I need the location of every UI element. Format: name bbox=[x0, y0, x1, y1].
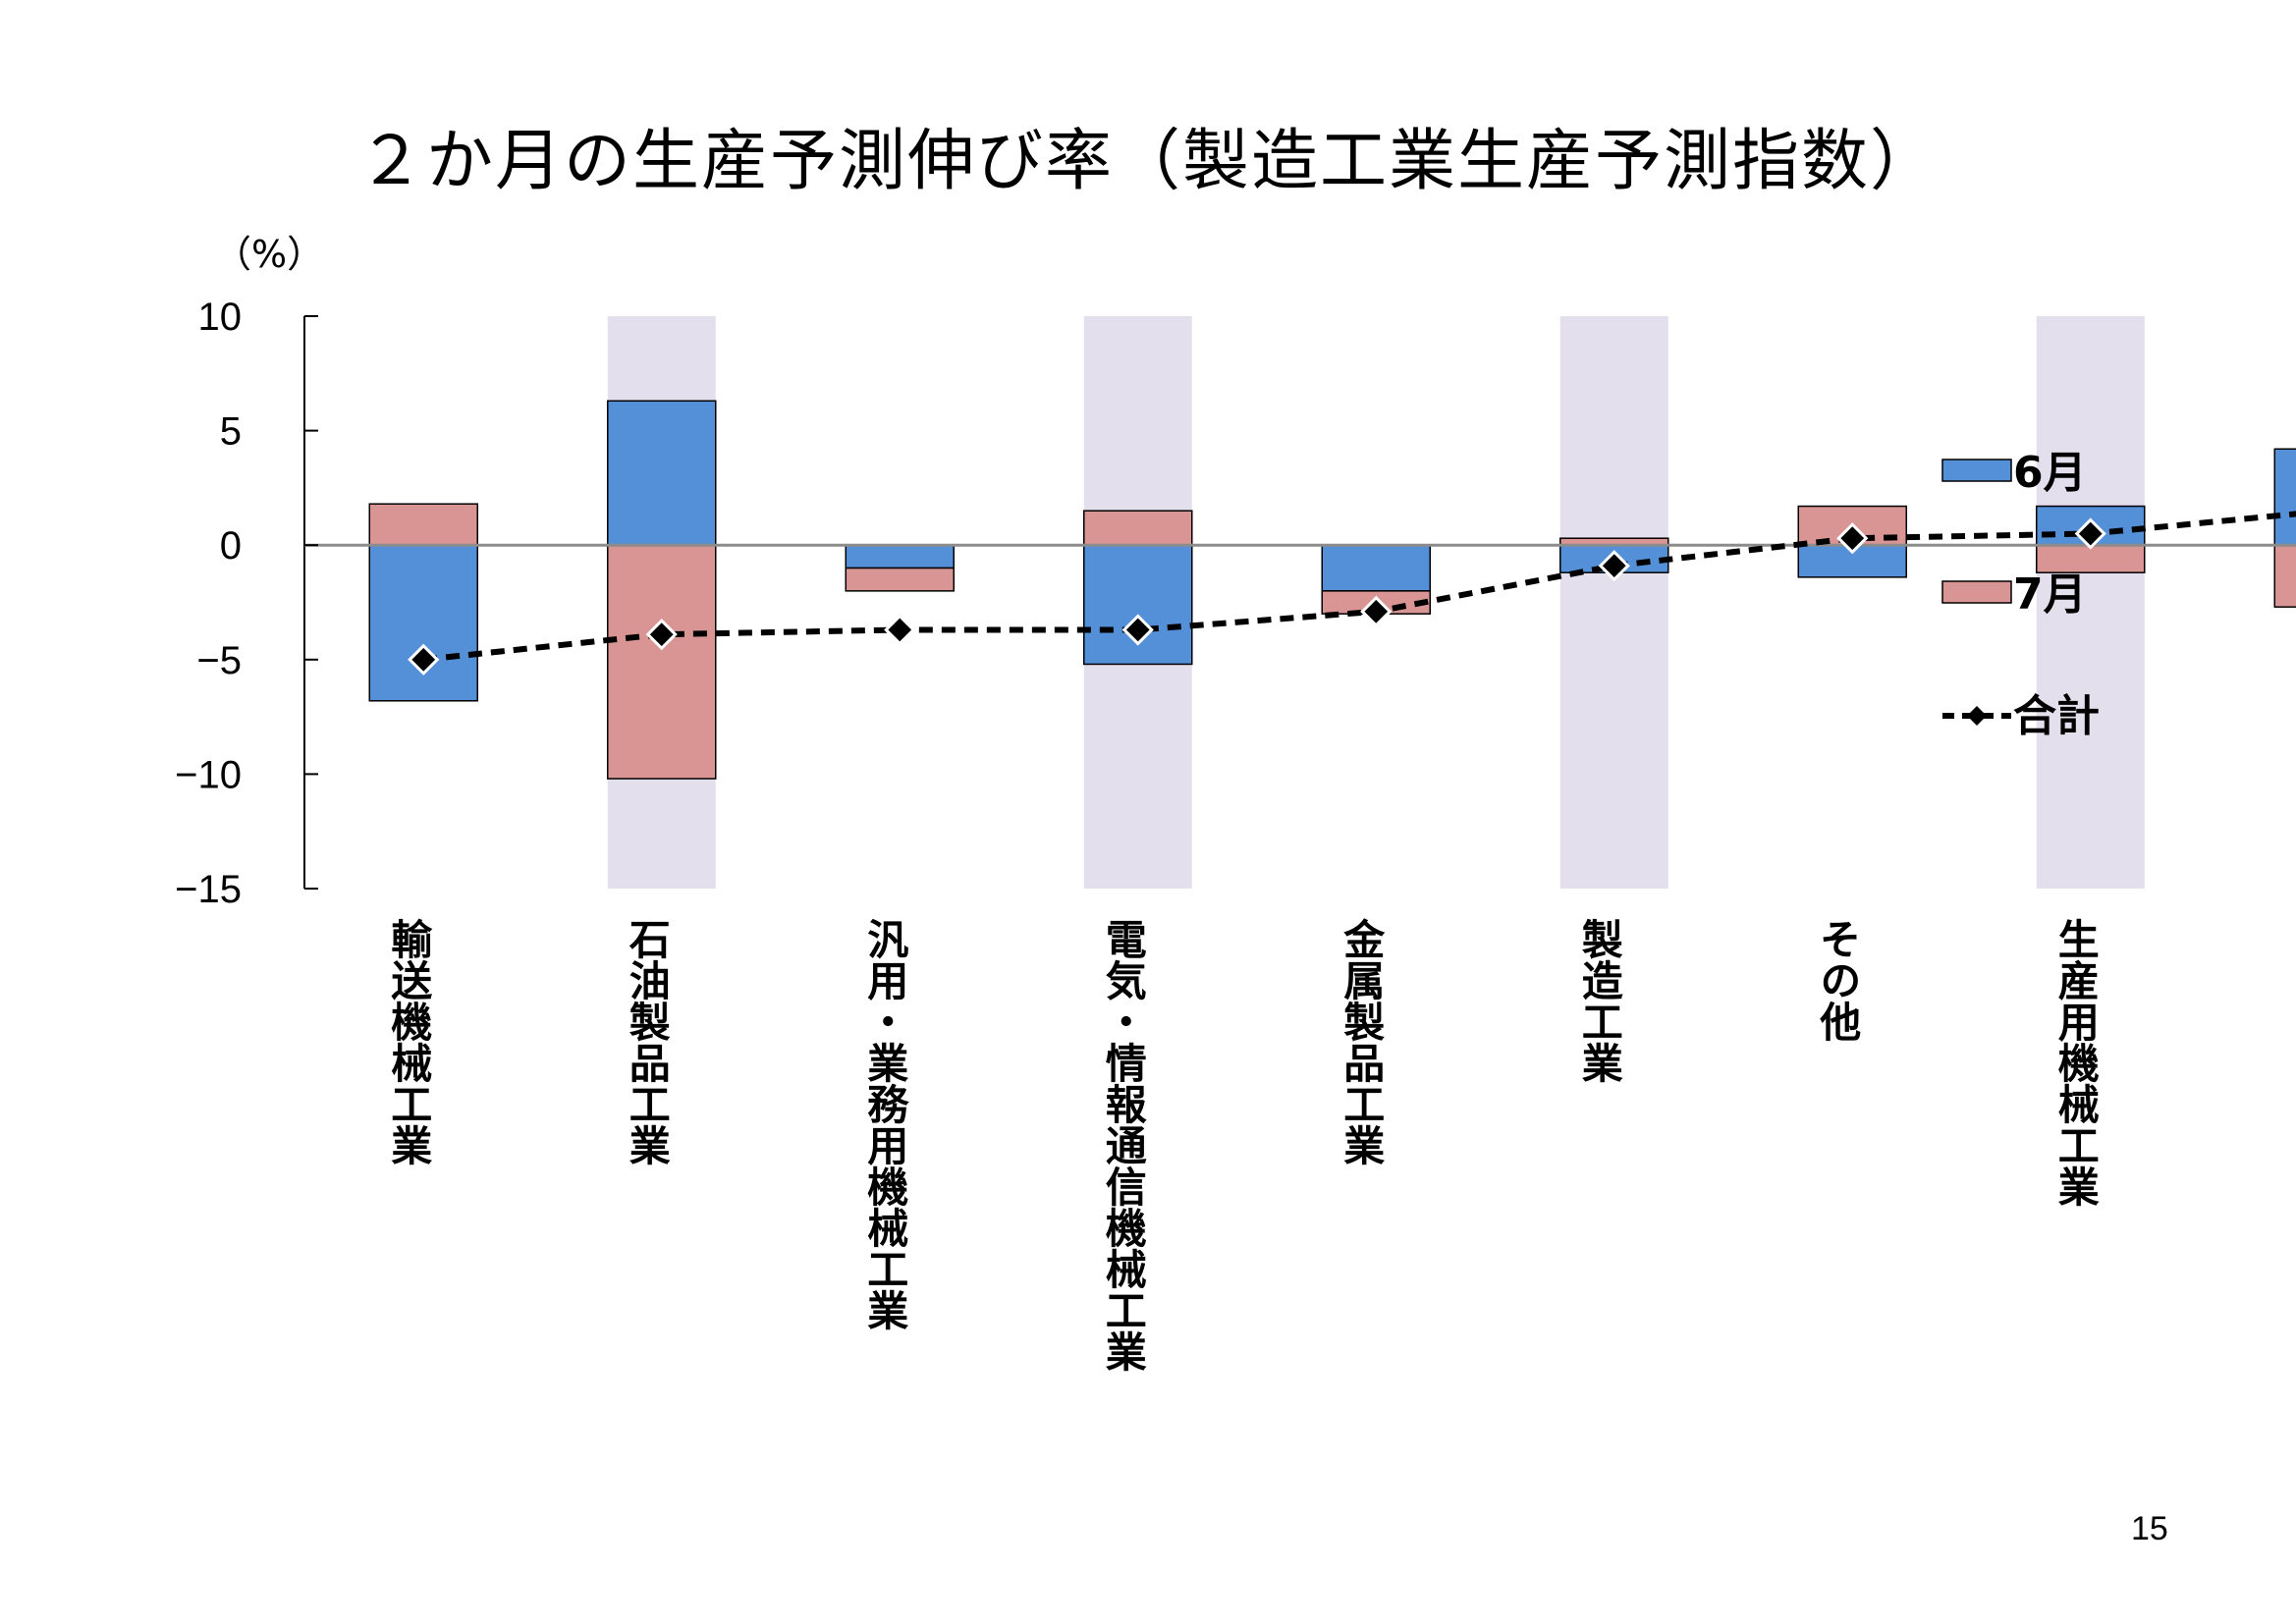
bar-july bbox=[845, 567, 955, 592]
y-tick-label: 10 bbox=[198, 296, 243, 339]
total-point-marker bbox=[408, 643, 440, 676]
total-point-marker bbox=[645, 619, 678, 651]
category-label: 汎用・業務用機械工業 bbox=[861, 918, 909, 1330]
page-number: 15 bbox=[2131, 1510, 2168, 1547]
category-labels: 輸送機械工業 石油製品工業 汎用・業務用機械工業 電気・情報通信機械工業 金属製品工業 製… bbox=[385, 918, 2296, 1372]
category-band bbox=[1559, 316, 1668, 889]
legend-label-total: 合計 bbox=[2013, 691, 2100, 741]
bar-june bbox=[607, 400, 717, 546]
bar-june bbox=[2273, 448, 2296, 546]
total-point-marker bbox=[884, 614, 916, 646]
category-label: 金属製品工業 bbox=[1338, 918, 1386, 1165]
total-line-path bbox=[422, 511, 2296, 663]
bar-july bbox=[2273, 544, 2296, 608]
legend-label-july: 7月 bbox=[2013, 569, 2087, 620]
y-tick-label: −15 bbox=[175, 868, 242, 911]
bar-june bbox=[1083, 544, 1193, 666]
total-point-marker bbox=[1360, 595, 1393, 627]
bar-june bbox=[1321, 544, 1431, 592]
legend-marker-total bbox=[1967, 706, 1987, 726]
bar-june bbox=[845, 544, 955, 569]
legend-swatch-june bbox=[1941, 459, 2012, 482]
y-tick-label: 5 bbox=[220, 410, 242, 454]
bar-july bbox=[2036, 544, 2146, 573]
category-band bbox=[2036, 316, 2145, 889]
bar-july bbox=[1083, 510, 1193, 546]
legend-label-june: 6月 bbox=[2013, 448, 2087, 498]
category-label: 製造工業 bbox=[1575, 918, 1623, 1083]
total-point-marker bbox=[2074, 517, 2106, 550]
total-point-marker bbox=[1598, 550, 1630, 582]
category-label: 輸送機械工業 bbox=[385, 918, 433, 1165]
bar-june bbox=[368, 544, 478, 702]
category-label: 電気・情報通信機械工業 bbox=[1099, 918, 1147, 1372]
total-point-marker bbox=[1121, 614, 1154, 646]
legend-swatch-july bbox=[1941, 580, 2012, 604]
category-label: その他 bbox=[1814, 918, 1862, 1042]
total-line bbox=[408, 511, 2296, 676]
total-point-marker bbox=[1836, 522, 1869, 555]
category-label: 化学工業 bbox=[2290, 918, 2296, 1083]
bar-july bbox=[607, 544, 717, 780]
y-tick-label: −10 bbox=[175, 753, 242, 796]
y-axis-unit-label: （%） bbox=[214, 233, 325, 276]
y-tick-labels: 10 5 0 −5 −10 −15 bbox=[175, 296, 242, 911]
chart-title: ２か月の生産予測伸び率（製造工業生産予測指数） bbox=[356, 123, 1939, 200]
bar-july bbox=[368, 503, 478, 546]
y-tick-label: −5 bbox=[196, 639, 242, 682]
y-tick-label: 0 bbox=[220, 524, 242, 568]
category-label: 石油製品工業 bbox=[623, 918, 671, 1165]
axes bbox=[303, 315, 2296, 890]
category-label: 生産用機械工業 bbox=[2051, 918, 2100, 1207]
